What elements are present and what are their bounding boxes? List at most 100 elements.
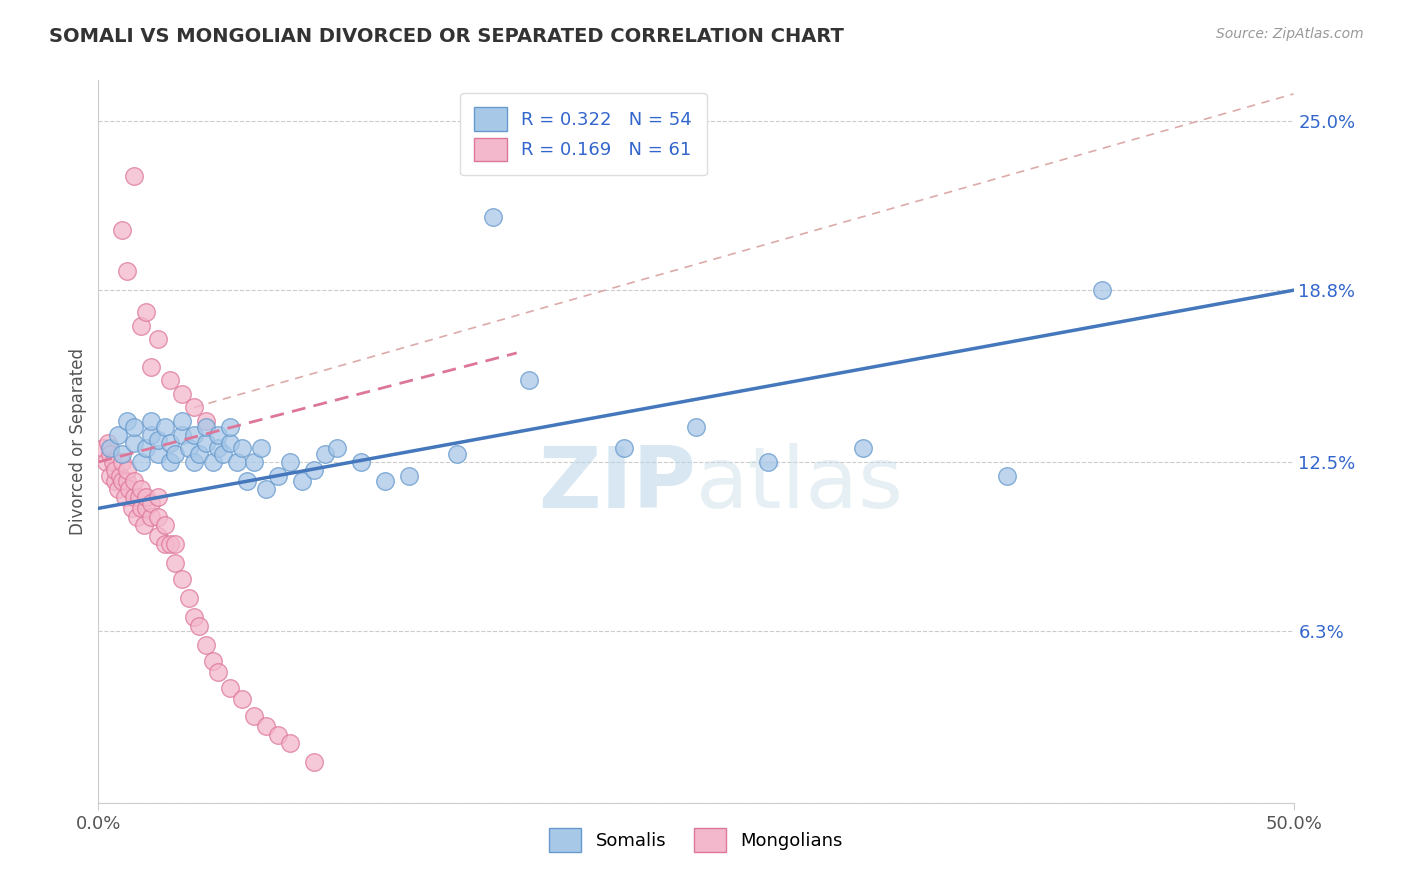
- Point: [107, 482, 129, 496]
- Point: [302, 755, 325, 769]
- Point: [195, 638, 218, 652]
- Point: [195, 414, 218, 428]
- Point: [132, 517, 155, 532]
- Point: [115, 414, 138, 428]
- Point: [98, 468, 122, 483]
- Point: [183, 610, 205, 624]
- Point: [219, 436, 242, 450]
- Point: [250, 442, 273, 456]
- Point: [172, 427, 194, 442]
- Point: [111, 223, 134, 237]
- Point: [326, 442, 349, 456]
- Point: [163, 537, 186, 551]
- Point: [267, 728, 290, 742]
- Point: [183, 427, 205, 442]
- Point: [267, 468, 290, 483]
- Text: Source: ZipAtlas.com: Source: ZipAtlas.com: [1216, 27, 1364, 41]
- Point: [254, 482, 277, 496]
- Point: [124, 491, 146, 505]
- Point: [231, 442, 253, 456]
- Point: [172, 387, 194, 401]
- Text: ZIP: ZIP: [538, 443, 696, 526]
- Point: [121, 501, 143, 516]
- Point: [125, 509, 148, 524]
- Point: [148, 491, 170, 505]
- Point: [207, 665, 229, 679]
- Point: [278, 736, 301, 750]
- Point: [131, 455, 153, 469]
- Point: [163, 556, 186, 570]
- Point: [172, 414, 194, 428]
- Point: [139, 496, 162, 510]
- Point: [108, 468, 131, 483]
- Point: [115, 463, 138, 477]
- Point: [159, 373, 181, 387]
- Point: [231, 692, 253, 706]
- Point: [148, 447, 170, 461]
- Point: [163, 447, 186, 461]
- Point: [187, 447, 209, 461]
- Point: [219, 681, 242, 696]
- Point: [124, 419, 146, 434]
- Text: SOMALI VS MONGOLIAN DIVORCED OR SEPARATED CORRELATION CHART: SOMALI VS MONGOLIAN DIVORCED OR SEPARATE…: [49, 27, 844, 45]
- Point: [155, 517, 177, 532]
- Point: [118, 482, 141, 496]
- Point: [139, 359, 162, 374]
- Point: [183, 401, 205, 415]
- Point: [124, 436, 146, 450]
- Point: [155, 537, 177, 551]
- Point: [187, 618, 209, 632]
- Point: [756, 455, 779, 469]
- Point: [374, 474, 396, 488]
- Point: [131, 482, 153, 496]
- Point: [211, 447, 233, 461]
- Point: [278, 455, 301, 469]
- Text: atlas: atlas: [696, 443, 904, 526]
- Point: [139, 414, 162, 428]
- Point: [219, 419, 242, 434]
- Point: [131, 318, 153, 333]
- Point: [226, 455, 249, 469]
- Point: [148, 433, 170, 447]
- Point: [91, 442, 114, 456]
- Point: [254, 719, 277, 733]
- Point: [446, 447, 468, 461]
- Point: [179, 442, 201, 456]
- Point: [235, 474, 257, 488]
- Point: [115, 264, 138, 278]
- Point: [135, 442, 157, 456]
- Point: [159, 436, 181, 450]
- Point: [115, 474, 138, 488]
- Point: [183, 455, 205, 469]
- Point: [111, 447, 134, 461]
- Point: [685, 419, 707, 434]
- Point: [104, 474, 127, 488]
- Legend: Somalis, Mongolians: Somalis, Mongolians: [534, 814, 858, 866]
- Point: [98, 447, 122, 461]
- Point: [131, 501, 153, 516]
- Point: [139, 427, 162, 442]
- Point: [315, 447, 337, 461]
- Point: [101, 455, 124, 469]
- Point: [114, 491, 136, 505]
- Point: [195, 419, 218, 434]
- Point: [243, 708, 266, 723]
- Point: [1091, 283, 1114, 297]
- Point: [207, 442, 229, 456]
- Point: [243, 455, 266, 469]
- Point: [195, 436, 218, 450]
- Point: [135, 501, 157, 516]
- Point: [202, 654, 225, 668]
- Y-axis label: Divorced or Separated: Divorced or Separated: [69, 348, 87, 535]
- Point: [111, 474, 134, 488]
- Point: [155, 419, 177, 434]
- Point: [124, 169, 146, 183]
- Point: [291, 474, 314, 488]
- Point: [124, 474, 146, 488]
- Point: [135, 305, 157, 319]
- Point: [613, 442, 636, 456]
- Point: [202, 455, 225, 469]
- Point: [517, 373, 540, 387]
- Point: [148, 332, 170, 346]
- Point: [128, 491, 150, 505]
